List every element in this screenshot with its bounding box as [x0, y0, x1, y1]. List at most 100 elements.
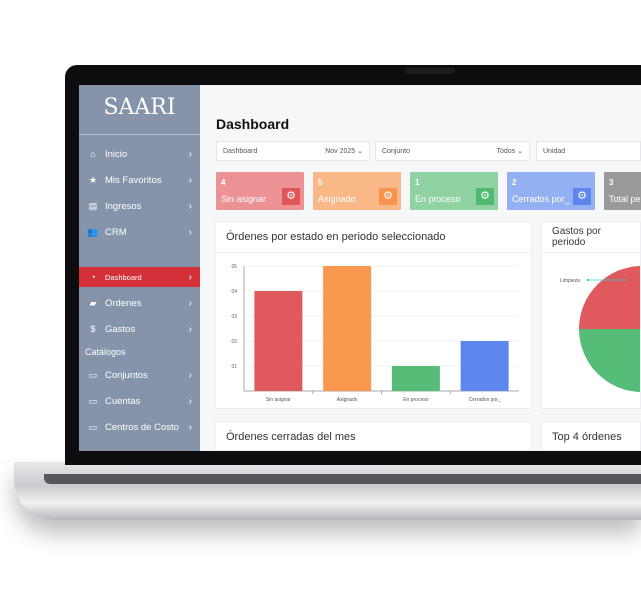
- status-card[interactable]: 5 Asignado ⚙: [313, 172, 401, 210]
- conjunto-filter[interactable]: Conjunto Todos ⌄: [375, 141, 530, 161]
- y-tick-label: 03: [231, 314, 237, 320]
- sidebar-item-label: Dashboard: [105, 272, 142, 282]
- sidebar: SAARI ⌂ Inicio › ★ Mis Favoritos › ▤ Ingresos › 👥…: [79, 85, 200, 451]
- logo: SAARI: [103, 95, 176, 120]
- bar-sin-asignar: [254, 291, 303, 391]
- filter-value: Todos: [496, 147, 516, 155]
- panel-title: Órdenes por estado en periodo selecciona…: [226, 231, 446, 243]
- gear-icon: ⚙: [282, 188, 300, 205]
- x-tick-label: En proceso: [403, 397, 429, 403]
- briefcase-icon: ▰: [89, 297, 97, 308]
- orders-by-state-panel: Órdenes por estado en periodo selecciona…: [215, 221, 532, 409]
- panel-title: Gastos por periodo: [552, 226, 601, 248]
- x-tick-label: Sin asignar: [266, 397, 291, 403]
- sidebar-item-label: Conjuntos: [105, 369, 148, 381]
- pie-chart: Limpieza: [560, 266, 640, 392]
- chevron-right-icon: ›: [188, 323, 192, 335]
- sidebar-item-ingresos[interactable]: ▤ Ingresos ›: [79, 196, 200, 216]
- gear-icon: ⚙: [476, 188, 494, 205]
- y-tick-label: 05: [231, 264, 237, 270]
- panel-title: Top 4 órdenes: [552, 431, 622, 443]
- gear-icon: ⚙: [379, 188, 397, 205]
- gear-icon: ⚙: [573, 188, 591, 205]
- card-count: 4: [221, 178, 226, 187]
- bar-cerrados-por_: [460, 341, 509, 391]
- sidebar-item-gastos[interactable]: $ Gastos ›: [79, 319, 200, 339]
- chevron-right-icon: ›: [188, 174, 192, 186]
- chevron-right-icon: ›: [188, 395, 192, 407]
- sidebar-item-label: Mis Favoritos: [105, 174, 162, 186]
- card-label: Sin asignar: [221, 194, 267, 204]
- chevron-right-icon: ›: [188, 148, 192, 160]
- sidebar-item-label: Centros de Costo: [105, 421, 179, 433]
- period-filter[interactable]: Dashboard Nov 2025 ⌄: [216, 141, 370, 161]
- closed-orders-panel: Órdenes cerradas del mes: [215, 421, 532, 451]
- status-card[interactable]: 3 Total pe: [604, 172, 641, 210]
- pie-label: Limpieza: [560, 278, 580, 284]
- status-card[interactable]: 4 Sin asignar ⚙: [216, 172, 304, 210]
- dollar-icon: $: [90, 324, 96, 334]
- sidebar-item-crm[interactable]: 👥 CRM ›: [79, 222, 200, 242]
- sidebar-item-label: Ingresos: [105, 200, 142, 212]
- filter-label: Conjunto: [382, 147, 411, 155]
- bar-chart: 01 02 03 04 05 Sin asignar Asignado En proceso C…: [231, 264, 519, 403]
- unidad-filter[interactable]: Unidad: [536, 141, 641, 161]
- sidebar-item-label: Ordenes: [105, 297, 142, 309]
- sidebar-item-inicio[interactable]: ⌂ Inicio ›: [79, 144, 200, 164]
- chevron-right-icon: ›: [188, 369, 192, 381]
- sidebar-item-label: Inicio: [105, 148, 128, 160]
- card-count: 2: [512, 178, 517, 187]
- x-tick-label: Cerrados por_: [469, 397, 501, 403]
- filter-label: Unidad: [543, 147, 566, 155]
- dashboard-icon: ◔: [90, 272, 96, 282]
- bar-en-proceso: [391, 366, 440, 391]
- y-tick-label: 02: [231, 339, 237, 345]
- main-content: Dashboard Dashboard Nov 2025 ⌄ Conjunto …: [200, 85, 641, 451]
- chevron-right-icon: ›: [188, 271, 192, 283]
- laptop-camera-notch: [405, 68, 455, 74]
- star-icon: ★: [88, 174, 98, 185]
- chevron-down-icon: ⌄: [355, 148, 363, 155]
- pie-leader-dot: [586, 278, 590, 282]
- card-label: Asignado: [318, 194, 356, 204]
- document-icon: ▤: [88, 200, 98, 211]
- page-title: Dashboard: [216, 116, 290, 132]
- chevron-down-icon: ⌄: [515, 148, 523, 155]
- sidebar-item-label: Gastos: [105, 323, 136, 335]
- chevron-right-icon: ›: [188, 421, 192, 433]
- bar-asignado: [323, 266, 372, 391]
- pie-slice: [579, 329, 640, 392]
- sidebar-item-label: Cuentas: [105, 395, 141, 407]
- sidebar-item-dashboard[interactable]: ◔ Dashboard ›: [79, 267, 200, 287]
- filter-label: Dashboard: [223, 147, 258, 155]
- sidebar-item-cuentas[interactable]: ▭ Cuentas ›: [79, 391, 200, 411]
- chevron-right-icon: ›: [188, 200, 192, 212]
- laptop-base: [14, 462, 641, 520]
- panel-title: Órdenes cerradas del mes: [226, 431, 356, 443]
- card-count: 1: [415, 178, 420, 187]
- folder-icon: ▭: [88, 395, 98, 406]
- app-screen: SAARI ⌂ Inicio › ★ Mis Favoritos › ▤ Ingresos › 👥…: [79, 85, 641, 451]
- x-tick-label: Asignado: [337, 397, 358, 403]
- top-orders-panel: Top 4 órdenes: [541, 421, 641, 451]
- status-card[interactable]: 1 En proceso ⚙: [410, 172, 498, 210]
- card-label: En proceso: [415, 194, 461, 204]
- users-icon: 👥: [87, 226, 99, 237]
- chevron-right-icon: ›: [188, 226, 192, 238]
- card-label: Total pe: [609, 194, 641, 204]
- folder-icon: ▭: [88, 421, 98, 432]
- y-tick-label: 01: [231, 364, 237, 370]
- sidebar-item-conjuntos[interactable]: ▭ Conjuntos ›: [79, 365, 200, 385]
- sidebar-item-ordenes[interactable]: ▰ Ordenes ›: [79, 293, 200, 313]
- sidebar-item-label: CRM: [105, 226, 127, 238]
- sidebar-item-centros-de-costo[interactable]: ▭ Centros de Costo ›: [79, 417, 200, 437]
- status-card[interactable]: 2 Cerrados por_ ⚙: [507, 172, 595, 210]
- folder-icon: ▭: [88, 369, 98, 380]
- home-icon: ⌂: [90, 149, 96, 159]
- chevron-right-icon: ›: [188, 297, 192, 309]
- y-tick-label: 04: [231, 289, 237, 295]
- pie-slice: [579, 266, 640, 329]
- sidebar-item-mis-favoritos[interactable]: ★ Mis Favoritos ›: [79, 170, 200, 190]
- card-count: 3: [609, 178, 614, 187]
- card-label: Cerrados por_: [512, 194, 570, 204]
